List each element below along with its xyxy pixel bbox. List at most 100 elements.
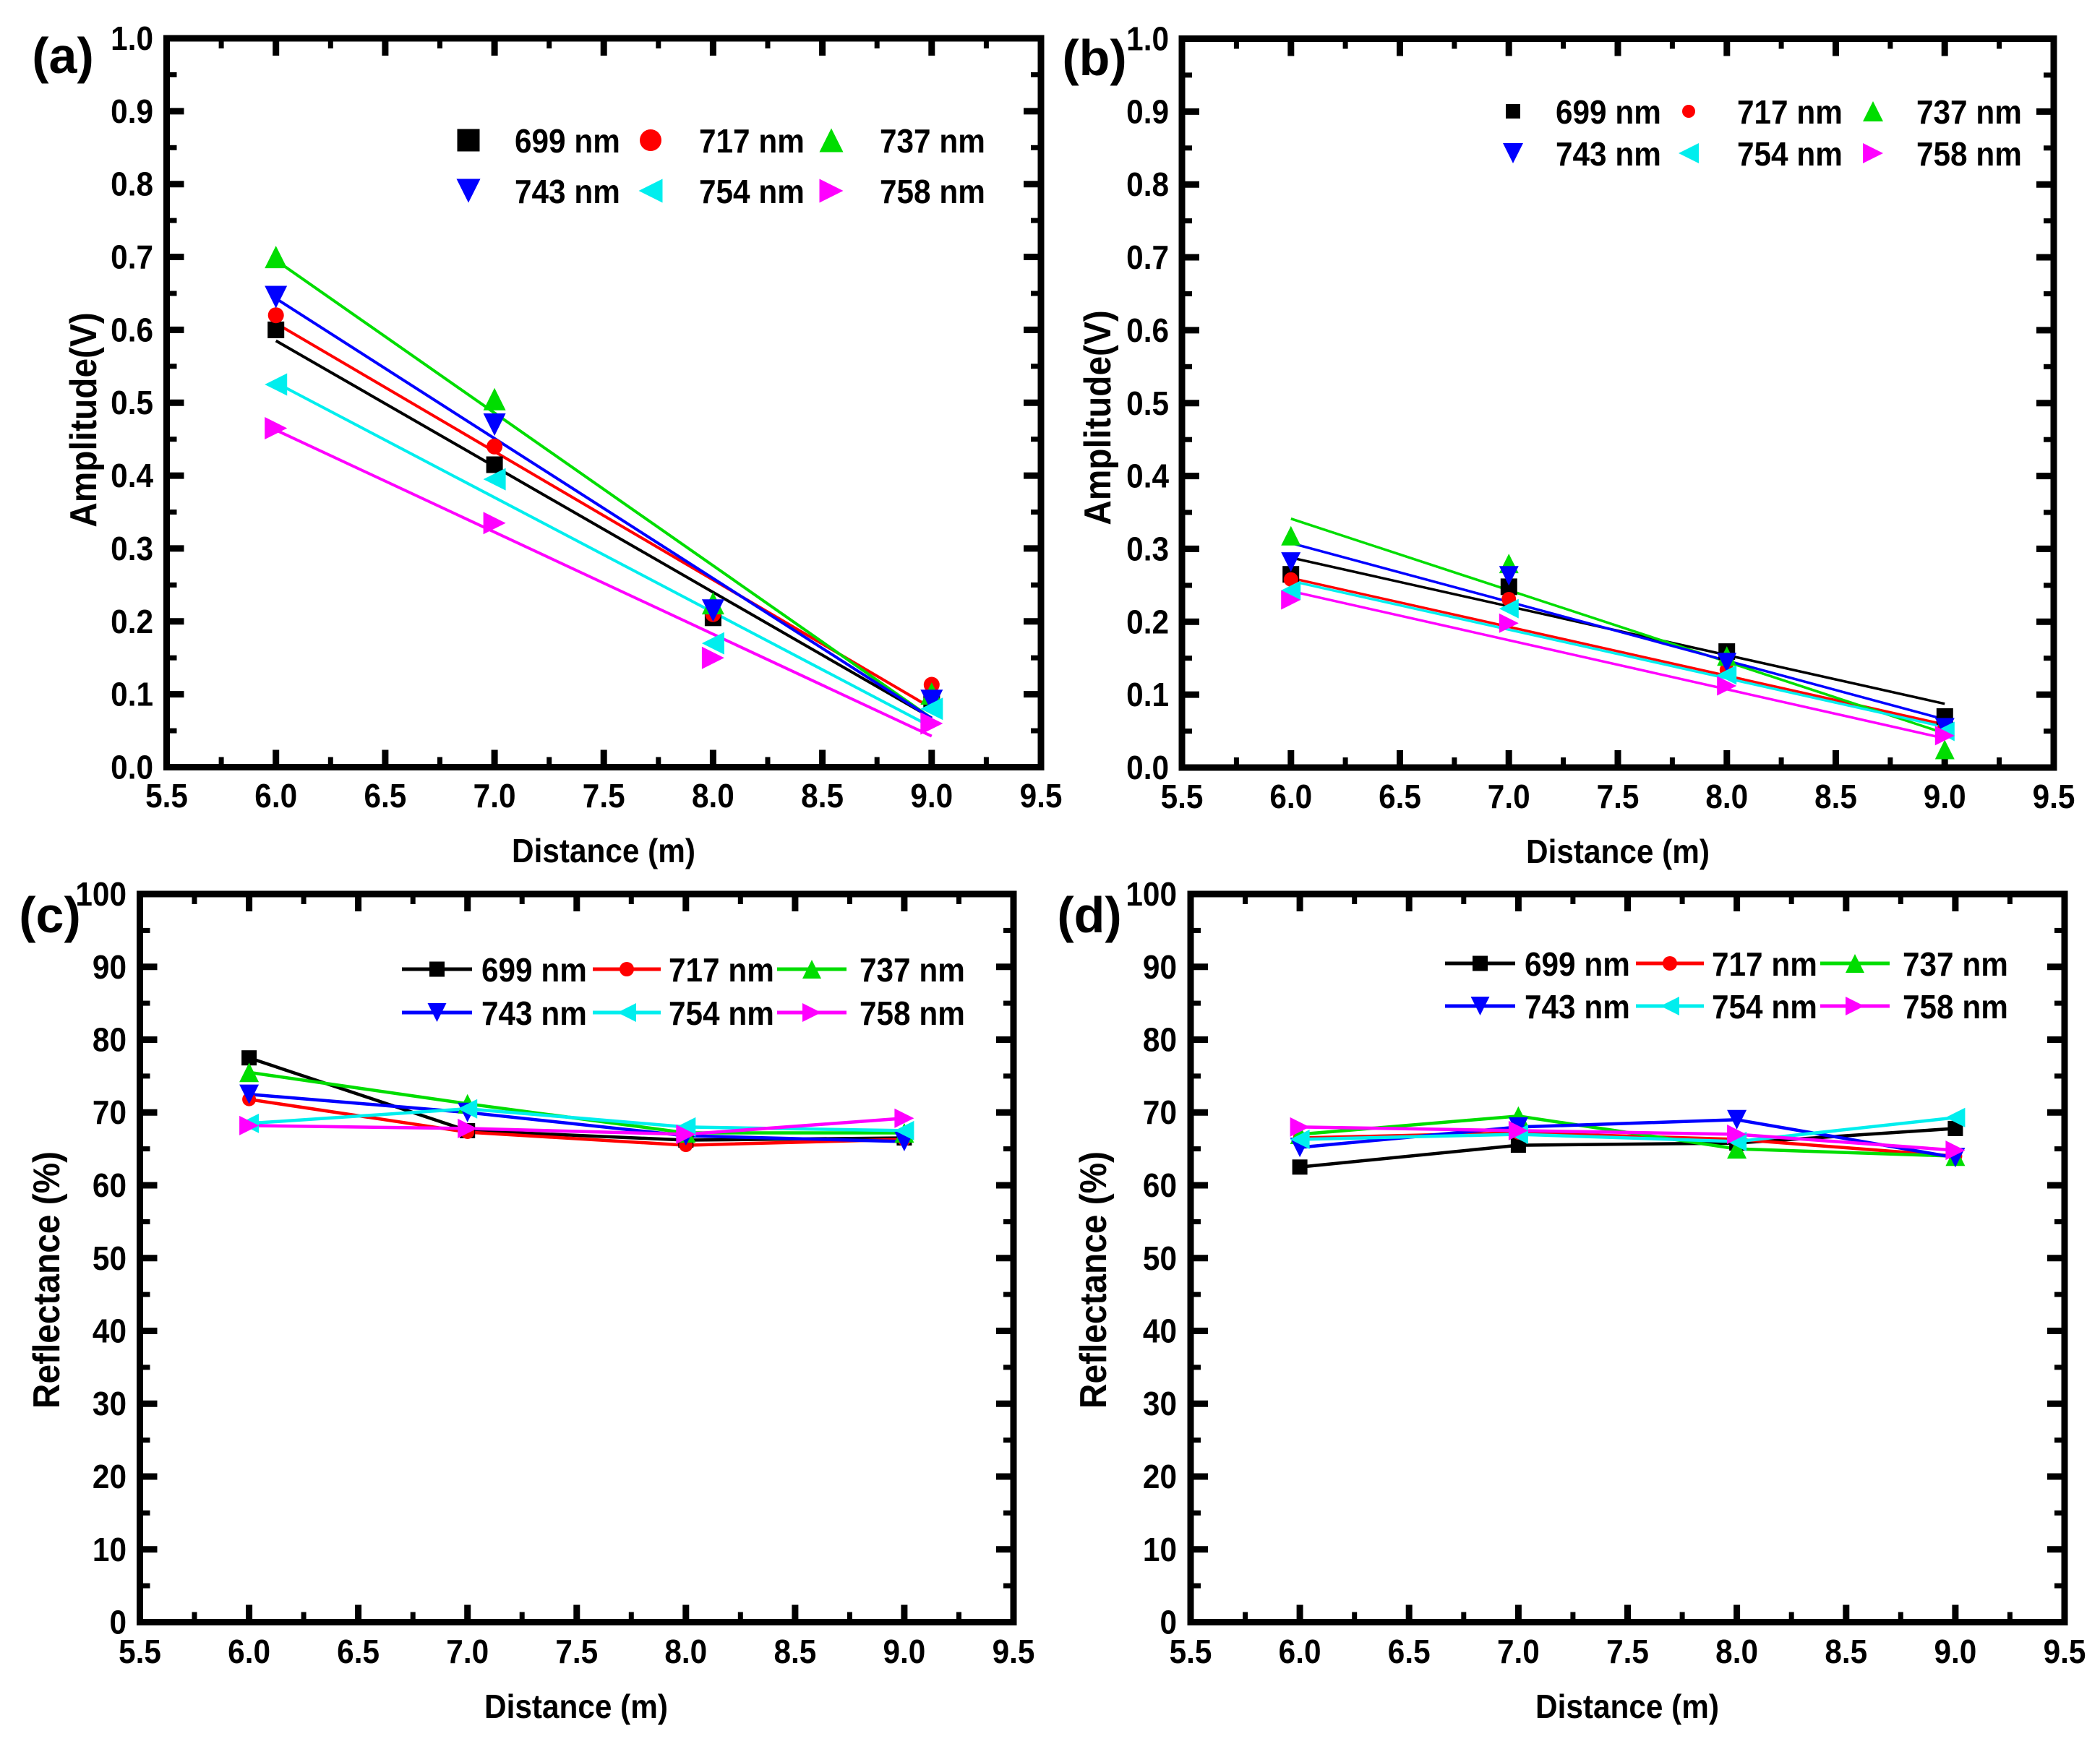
svg-text:754 nm: 754 nm: [699, 173, 805, 210]
svg-text:8.5: 8.5: [1814, 778, 1857, 815]
svg-text:50: 50: [1143, 1240, 1177, 1277]
svg-text:6.0: 6.0: [1269, 778, 1312, 815]
svg-text:Distance (m): Distance (m): [484, 1688, 668, 1725]
svg-text:0: 0: [109, 1604, 127, 1641]
svg-text:90: 90: [93, 949, 127, 986]
svg-text:6.0: 6.0: [1279, 1633, 1321, 1670]
svg-text:758 nm: 758 nm: [880, 173, 985, 210]
svg-text:6.5: 6.5: [1379, 778, 1421, 815]
svg-text:737 nm: 737 nm: [1916, 94, 2022, 131]
svg-text:8.0: 8.0: [692, 778, 734, 815]
svg-text:7.5: 7.5: [1597, 778, 1640, 815]
svg-text:0.6: 0.6: [1126, 312, 1169, 349]
svg-text:20: 20: [93, 1458, 127, 1495]
svg-text:1.0: 1.0: [111, 20, 153, 57]
svg-text:0.1: 0.1: [111, 676, 153, 713]
svg-text:0: 0: [1160, 1604, 1177, 1641]
svg-text:717 nm: 717 nm: [1712, 946, 1817, 983]
svg-text:80: 80: [93, 1022, 127, 1059]
svg-text:30: 30: [93, 1386, 127, 1423]
svg-text:5.5: 5.5: [145, 778, 188, 815]
svg-text:7.0: 7.0: [446, 1633, 489, 1670]
svg-text:737 nm: 737 nm: [860, 952, 965, 989]
svg-text:0.5: 0.5: [111, 385, 153, 422]
svg-text:9.5: 9.5: [1020, 778, 1063, 815]
svg-text:30: 30: [1143, 1386, 1177, 1423]
svg-text:699 nm: 699 nm: [1556, 94, 1661, 131]
svg-text:717 nm: 717 nm: [699, 123, 805, 160]
svg-text:699 nm: 699 nm: [481, 952, 587, 989]
svg-text:Distance (m): Distance (m): [1535, 1688, 1719, 1725]
svg-text:743 nm: 743 nm: [515, 173, 620, 210]
svg-text:0.2: 0.2: [1126, 604, 1169, 641]
svg-text:6.0: 6.0: [254, 778, 297, 815]
svg-text:717 nm: 717 nm: [669, 952, 774, 989]
svg-text:0.8: 0.8: [1126, 167, 1169, 204]
svg-text:(c): (c): [19, 887, 81, 943]
svg-text:9.5: 9.5: [993, 1633, 1035, 1670]
svg-text:40: 40: [93, 1313, 127, 1350]
svg-text:5.5: 5.5: [119, 1633, 161, 1670]
svg-text:699 nm: 699 nm: [515, 123, 620, 160]
svg-text:8.0: 8.0: [1715, 1633, 1758, 1670]
svg-text:Distance (m): Distance (m): [512, 833, 695, 869]
svg-text:6.5: 6.5: [337, 1633, 380, 1670]
svg-text:9.5: 9.5: [2033, 778, 2075, 815]
svg-text:0.8: 0.8: [111, 166, 153, 203]
svg-text:20: 20: [1143, 1458, 1177, 1495]
svg-text:7.5: 7.5: [555, 1633, 598, 1670]
svg-text:8.0: 8.0: [1705, 778, 1748, 815]
svg-text:743 nm: 743 nm: [1525, 989, 1630, 1026]
svg-text:0.3: 0.3: [111, 530, 153, 567]
svg-text:699 nm: 699 nm: [1525, 946, 1630, 983]
svg-text:7.5: 7.5: [583, 778, 625, 815]
svg-text:0.0: 0.0: [1126, 749, 1169, 786]
svg-text:0.9: 0.9: [111, 93, 153, 130]
svg-text:758 nm: 758 nm: [1903, 989, 2008, 1026]
svg-text:8.0: 8.0: [664, 1633, 707, 1670]
svg-text:50: 50: [93, 1240, 127, 1277]
svg-text:7.0: 7.0: [1497, 1633, 1540, 1670]
svg-text:10: 10: [93, 1531, 127, 1568]
svg-text:743 nm: 743 nm: [481, 995, 587, 1032]
svg-text:0.5: 0.5: [1126, 385, 1169, 422]
svg-text:717 nm: 717 nm: [1737, 94, 1843, 131]
svg-text:90: 90: [1143, 949, 1177, 986]
svg-text:(d): (d): [1057, 887, 1121, 943]
svg-text:(b): (b): [1062, 30, 1126, 86]
svg-text:Reflectance (%): Reflectance (%): [1072, 1151, 1114, 1409]
svg-text:(a): (a): [32, 27, 94, 84]
svg-text:Amplitude(V): Amplitude(V): [1076, 310, 1118, 525]
svg-text:8.5: 8.5: [801, 778, 844, 815]
svg-text:7.5: 7.5: [1606, 1633, 1649, 1670]
svg-text:0.7: 0.7: [111, 239, 153, 276]
svg-text:Amplitude(V): Amplitude(V): [62, 312, 104, 528]
svg-text:0.9: 0.9: [1126, 94, 1169, 131]
svg-text:737 nm: 737 nm: [880, 123, 985, 160]
svg-text:9.0: 9.0: [1934, 1633, 1976, 1670]
svg-text:Reflectance (%): Reflectance (%): [25, 1151, 67, 1409]
svg-text:40: 40: [1143, 1313, 1177, 1350]
svg-text:0.2: 0.2: [111, 603, 153, 640]
svg-text:758 nm: 758 nm: [1916, 136, 2022, 173]
svg-text:80: 80: [1143, 1022, 1177, 1059]
svg-text:8.5: 8.5: [773, 1633, 816, 1670]
svg-text:0.0: 0.0: [111, 749, 153, 786]
svg-text:8.5: 8.5: [1825, 1633, 1867, 1670]
svg-text:60: 60: [93, 1167, 127, 1204]
svg-text:Distance (m): Distance (m): [1526, 833, 1710, 870]
svg-text:9.0: 9.0: [910, 778, 953, 815]
svg-text:100: 100: [1126, 876, 1177, 913]
svg-text:6.5: 6.5: [1388, 1633, 1431, 1670]
svg-text:100: 100: [75, 876, 127, 913]
svg-text:0.7: 0.7: [1126, 239, 1169, 276]
svg-text:0.4: 0.4: [1126, 458, 1169, 495]
svg-text:0.1: 0.1: [1126, 677, 1169, 714]
svg-text:60: 60: [1143, 1167, 1177, 1204]
svg-text:758 nm: 758 nm: [860, 995, 965, 1032]
svg-text:0.3: 0.3: [1126, 531, 1169, 568]
svg-text:5.5: 5.5: [1170, 1633, 1212, 1670]
svg-text:0.4: 0.4: [111, 458, 153, 495]
svg-text:6.5: 6.5: [364, 778, 406, 815]
svg-text:10: 10: [1143, 1531, 1177, 1568]
